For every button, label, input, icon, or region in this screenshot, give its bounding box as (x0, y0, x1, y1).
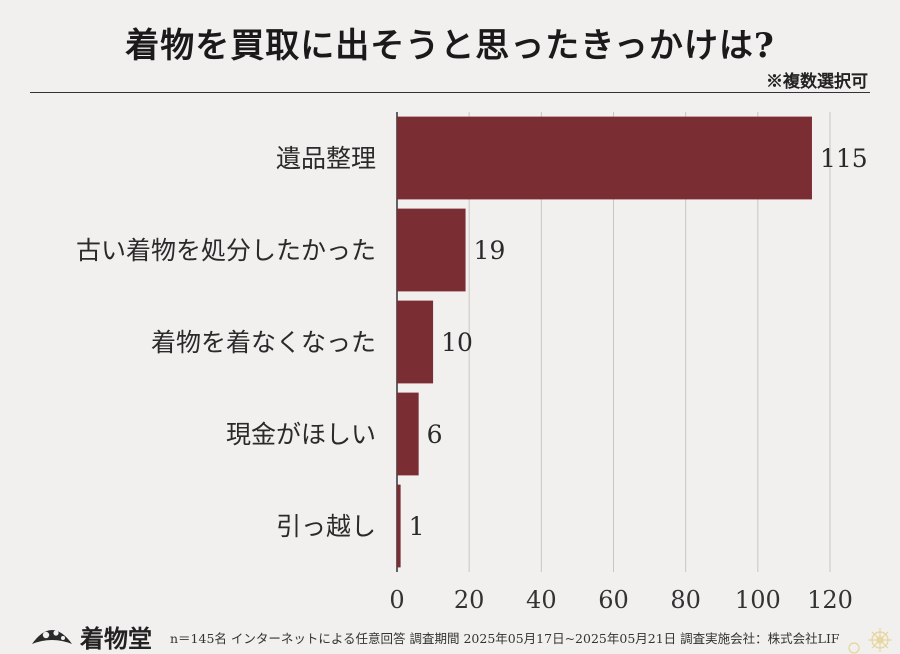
x-tick-label: 40 (526, 586, 557, 614)
category-label: 現金がほしい (226, 420, 376, 449)
data-label: 1 (409, 512, 425, 541)
survey-footnote: n＝145名 インターネットによる任意回答 調査期間 2025年05月17日~2… (170, 631, 840, 646)
bar (397, 300, 434, 384)
chart-title: 着物を買取に出そうと思ったきっかけは? (125, 26, 775, 66)
bar (397, 208, 466, 292)
data-label: 115 (820, 144, 868, 173)
title-divider (30, 92, 870, 93)
data-label: 6 (427, 420, 443, 449)
category-label: 引っ越し (276, 512, 376, 541)
category-label: 着物を着なくなった (151, 328, 376, 357)
bars (397, 116, 812, 568)
brand-name: 着物堂 (80, 624, 152, 653)
footer: 着物堂 n＝145名 インターネットによる任意回答 調査期間 2025年05月1… (0, 614, 900, 654)
x-tick-label: 80 (670, 586, 701, 614)
bar (397, 392, 419, 476)
category-label: 古い着物を処分したかった (76, 236, 376, 265)
data-label: 19 (474, 236, 506, 265)
x-axis-ticks: 0 20 40 60 80 100 120 (389, 586, 853, 614)
category-label: 遺品整理 (276, 144, 376, 173)
flower-pattern-icon (848, 628, 892, 654)
x-tick-label: 60 (598, 586, 629, 614)
x-tick-label: 20 (454, 586, 485, 614)
x-tick-label: 0 (389, 586, 404, 614)
bar (397, 484, 401, 568)
x-tick-label: 100 (735, 586, 781, 614)
labels: 遺品整理 115 古い着物を処分したかった 19 着物を着なくなった 10 現金がほしい 6 引… (76, 144, 868, 541)
bar (397, 116, 812, 200)
data-label: 10 (441, 328, 473, 357)
x-tick-label: 120 (807, 586, 853, 614)
multiple-choice-note: ※複数選択可 (766, 72, 868, 92)
fan-logo-icon (32, 630, 72, 644)
